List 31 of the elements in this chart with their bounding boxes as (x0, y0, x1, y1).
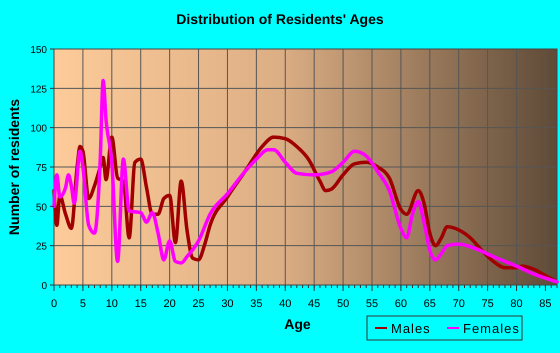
x-tick-label: 45 (308, 298, 320, 310)
y-tick-label: 100 (30, 124, 48, 135)
legend-label: Females (463, 321, 520, 336)
y-tick-label: 25 (36, 242, 48, 253)
y-tick-label: 75 (36, 163, 48, 174)
legend-label: Males (391, 321, 431, 336)
x-tick-label: 80 (510, 298, 523, 310)
x-tick-label: 20 (164, 298, 176, 310)
x-tick-label: 25 (192, 298, 205, 310)
x-tick-label: 65 (424, 298, 436, 310)
x-axis-title: Age (284, 316, 311, 332)
x-tick-label: 50 (336, 298, 350, 310)
chart-title: Distribution of Residents' Ages (176, 11, 384, 27)
y-tick-label: 0 (41, 281, 48, 292)
x-tick-label: 40 (279, 298, 292, 310)
x-tick-label: 0 (50, 298, 58, 310)
y-tick-label: 150 (30, 45, 48, 56)
x-tick-label: 85 (539, 298, 552, 310)
x-tick-label: 15 (134, 298, 147, 310)
y-tick-label: 125 (30, 84, 48, 96)
x-tick-label: 60 (394, 298, 408, 310)
x-tick-label: 75 (481, 298, 494, 310)
x-tick-label: 30 (221, 298, 234, 310)
x-tick-label: 55 (366, 298, 378, 310)
x-tick-label: 70 (452, 298, 465, 310)
y-axis-title: Number of residents (6, 98, 22, 236)
x-tick-label: 35 (250, 298, 262, 310)
y-tick-label: 50 (36, 202, 48, 214)
x-tick-label: 10 (106, 298, 118, 310)
line-series (52, 78, 559, 284)
x-tick-label: 5 (80, 298, 86, 310)
